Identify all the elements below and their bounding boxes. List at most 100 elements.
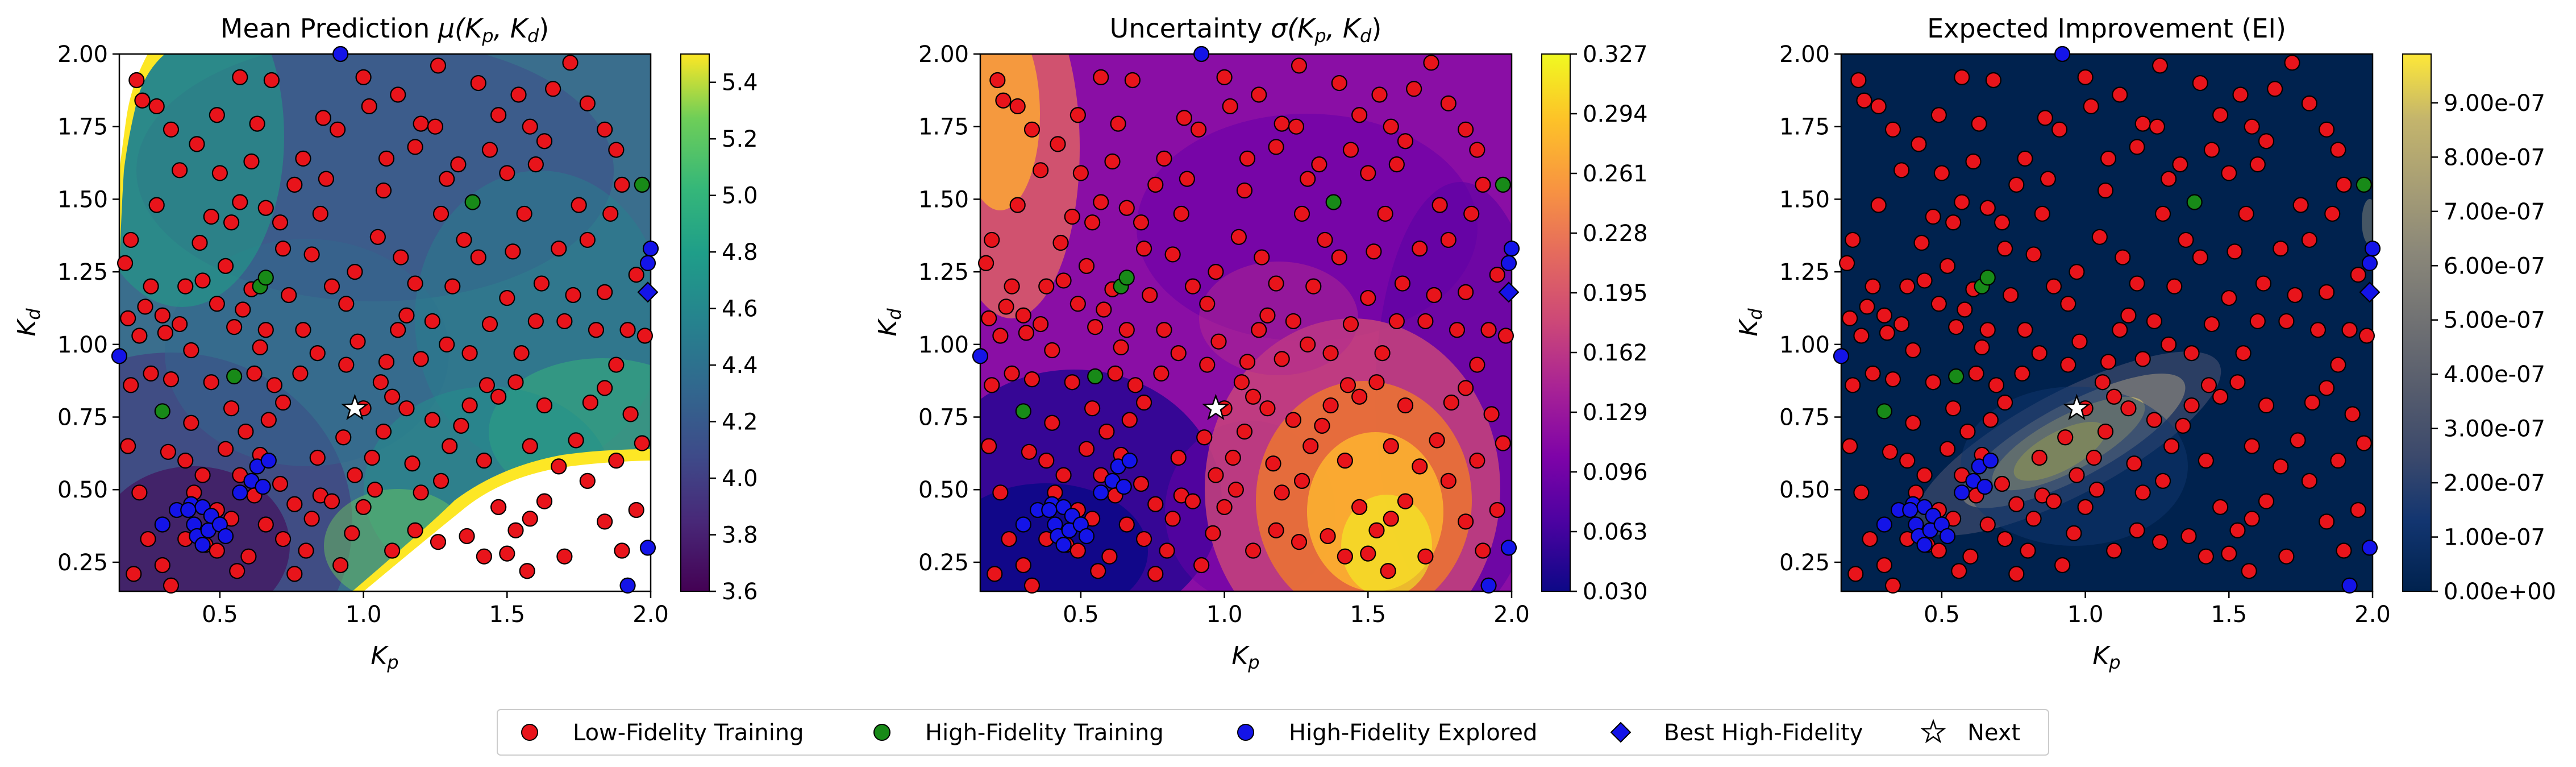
low-fidelity-point [450, 156, 467, 173]
axis-ticks: 0.5 1.0 1.5 2.0 0.25 0.50 0.75 1.00 1.25 1.50 1.75… [1779, 42, 2391, 628]
low-fidelity-point [619, 322, 636, 338]
low-fidelity-point [430, 57, 447, 74]
low-fidelity-point [981, 438, 997, 454]
low-fidelity-point [2198, 548, 2214, 565]
low-fidelity-point [194, 467, 211, 483]
colorbar-tick-label: 0.129 [1583, 400, 1648, 426]
low-fidelity-point [1184, 493, 1201, 509]
colorbar-tick-label: 8.00e-07 [2444, 144, 2545, 171]
low-fidelity-point [597, 284, 613, 300]
low-fidelity-point [286, 176, 303, 193]
low-fidelity-point [2172, 156, 2188, 173]
low-fidelity-point [1288, 118, 1305, 135]
colorbar-ticks: 3.6 3.8 4.0 4.2 4.4 4.6 4.8 5.0 5.2 5.4 [709, 70, 758, 605]
axis-ticks: 0.5 1.0 1.5 2.0 0.25 0.50 0.75 1.00 1.25 1.50 1.75… [918, 42, 1530, 628]
hf-explored-point [1093, 484, 1109, 501]
low-fidelity-point [2229, 374, 2246, 391]
low-fidelity-point [1210, 333, 1227, 350]
low-fidelity-point [375, 182, 392, 199]
low-fidelity-point [1199, 296, 1216, 312]
low-fidelity-point [347, 264, 363, 280]
low-fidelity-point [1084, 400, 1101, 417]
low-fidelity-point [2350, 267, 2366, 283]
colorbar-tick-label: 5.0 [722, 183, 758, 209]
low-fidelity-point [384, 542, 401, 559]
hf-explored-point [232, 484, 248, 501]
low-fidelity-point [1423, 55, 1439, 71]
low-fidelity-point [628, 501, 644, 519]
low-fidelity-point [1291, 57, 1308, 74]
low-fidelity-point [1153, 365, 1170, 382]
colorbar-tick-label: 5.00e-07 [2444, 308, 2545, 334]
low-fidelity-point [1994, 214, 2011, 231]
low-fidelity-point [2183, 345, 2200, 362]
hf-explored-point [1041, 501, 1058, 519]
low-fidelity-point [2154, 205, 2171, 222]
low-fidelity-point [160, 443, 177, 460]
low-fidelity-point [2146, 412, 2162, 428]
low-fidelity-point [1962, 548, 1979, 565]
low-fidelity-point [1164, 246, 1181, 263]
low-fidelity-point [989, 72, 1006, 89]
low-fidelity-point [1110, 115, 1126, 132]
low-fidelity-point [257, 322, 274, 338]
low-fidelity-point [1009, 98, 1026, 115]
low-fidelity-point [1458, 121, 1474, 138]
low-fidelity-point [579, 472, 596, 489]
low-fidelity-point [2267, 81, 2283, 97]
best-hf-point [2359, 281, 2381, 303]
low-fidelity-point [263, 72, 280, 89]
low-fidelity-point [1135, 241, 1152, 257]
low-fidelity-point [1925, 208, 1941, 225]
low-fidelity-point [2249, 313, 2266, 330]
low-fidelity-point [1899, 453, 1916, 469]
low-fidelity-point [194, 272, 211, 289]
x-tick-label: 1.5 [1350, 602, 1386, 628]
low-fidelity-point [1337, 453, 1353, 469]
low-fidelity-point [286, 566, 303, 582]
colorbar-tick-label: 0.195 [1583, 280, 1648, 306]
low-fidelity-point [1078, 258, 1095, 274]
low-fidelity-point [2045, 493, 2062, 509]
low-fidelity-point [2094, 374, 2111, 391]
low-fidelity-point [1156, 150, 1172, 167]
low-fidelity-point [2258, 133, 2275, 150]
low-fidelity-point [2356, 435, 2372, 451]
low-fidelity-point [1033, 316, 1049, 333]
low-fidelity-point [2129, 275, 2145, 292]
low-fidelity-point [1196, 429, 1213, 446]
low-fidelity-point [1135, 394, 1152, 411]
low-fidelity-point [1293, 472, 1310, 489]
low-fidelity-point [1475, 176, 1491, 193]
low-fidelity-point [2014, 365, 2030, 382]
low-fidelity-point [2077, 69, 2094, 85]
low-fidelity-point [1916, 467, 1933, 483]
low-fidelity-point [499, 545, 515, 562]
low-fidelity-point [2054, 557, 2071, 574]
low-fidelity-point [2134, 484, 2151, 501]
low-fidelity-point [1184, 278, 1201, 295]
low-fidelity-point [2244, 511, 2260, 527]
low-fidelity-point [1055, 272, 1072, 289]
low-fidelity-point [1388, 156, 1405, 173]
low-fidelity-point [1916, 272, 1933, 289]
low-fidelity-point [413, 351, 429, 367]
low-fidelity-point [1945, 214, 1962, 231]
low-fidelity-point [209, 107, 225, 123]
low-fidelity-point [2060, 356, 2076, 373]
best-hf-point [637, 281, 659, 303]
low-fidelity-point [1440, 95, 1456, 111]
x-axis-label: Kp [1231, 641, 1259, 673]
low-fidelity-point [2203, 142, 2220, 158]
low-fidelity-point [507, 374, 524, 391]
low-fidelity-point [1251, 322, 1267, 338]
low-fidelity-point [432, 472, 450, 489]
low-fidelity-point [481, 316, 498, 333]
low-fidelity-point [2258, 397, 2275, 414]
low-fidelity-point [1469, 356, 1485, 373]
low-fidelity-point [1300, 171, 1316, 187]
low-fidelity-point [536, 397, 553, 414]
low-fidelity-point [1236, 423, 1253, 440]
low-fidelity-point [1853, 484, 1870, 501]
low-fidelity-point [1159, 542, 1175, 559]
